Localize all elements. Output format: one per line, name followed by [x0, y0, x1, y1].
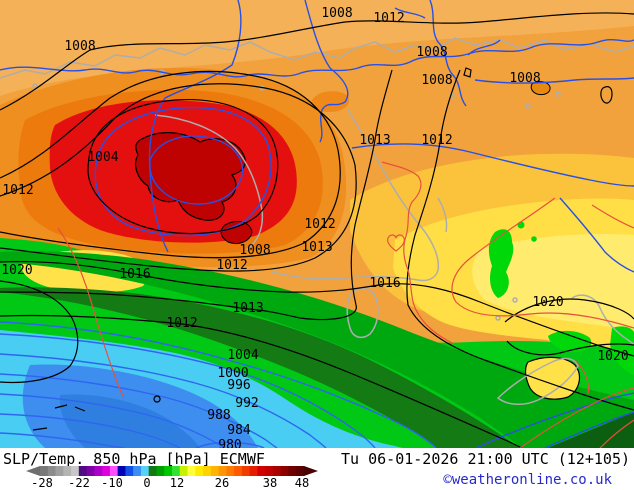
pressure-label: 1004: [87, 150, 118, 165]
pressure-label: 1013: [359, 133, 390, 148]
pressure-label: 1008: [64, 39, 95, 54]
pressure-label: 996: [227, 378, 250, 393]
isotherms-red: [57, 161, 634, 448]
colorbar-left-arrow: [26, 466, 40, 476]
colorbar-tick: 0: [143, 476, 150, 489]
forecast-datetime: Tu 06-01-2026 21:00 UTC (12+105): [341, 450, 630, 468]
pressure-label: 1013: [232, 301, 263, 316]
pressure-label: 1012: [304, 217, 335, 232]
pressure-label: 988: [207, 408, 230, 423]
pressure-label: 1004: [227, 348, 258, 363]
pressure-label: 1008: [416, 45, 447, 60]
pressure-label: 1012: [166, 316, 197, 331]
pressure-label: 1020: [532, 295, 563, 310]
colorbar-tick-labels: -28 -22 -10 0 12 26 38 48: [31, 476, 309, 489]
colorbar-tick: -28: [31, 476, 53, 489]
pressure-label: 992: [235, 396, 258, 411]
pressure-label: 1008: [321, 6, 352, 21]
pressure-label: 1012: [421, 133, 452, 148]
footer-bar: SLP/Temp. 850 hPa [hPa] ECMWF Tu 06-01-2…: [0, 448, 634, 490]
colorbar-right-arrow: [304, 466, 318, 476]
colorbar-tick: -22: [68, 476, 90, 489]
pressure-label: 1016: [369, 276, 400, 291]
product-title: SLP/Temp. 850 hPa [hPa] ECMWF: [3, 450, 265, 468]
pressure-label: 1008: [239, 243, 270, 258]
pressure-label: 984: [227, 423, 251, 438]
temperature-colorbar: -28 -22 -10 0 12 26 38 48: [26, 466, 318, 489]
colorbar-tick: 38: [263, 476, 277, 489]
pressure-label: 1008: [421, 73, 452, 88]
pressure-label: 1008: [509, 71, 540, 86]
pressure-label: 1012: [216, 258, 247, 273]
colorbar-tick: 26: [215, 476, 229, 489]
pressure-label: 1016: [119, 267, 150, 282]
isobars-black: [0, 12, 634, 448]
colorbar-tick: -10: [101, 476, 123, 489]
pressure-label: 1013: [301, 240, 332, 255]
pressure-label: 980: [218, 438, 241, 448]
pressure-label: 1012: [2, 183, 33, 198]
isobars-blue: [0, 0, 634, 448]
credit-watermark: ©weatheronline.co.uk: [443, 472, 612, 488]
pressure-label: 1020: [597, 349, 628, 364]
pressure-label: 1020: [1, 263, 32, 278]
colorbar-segments: [40, 466, 305, 476]
pressure-label: 1000: [217, 366, 248, 381]
colorbar-tick: 48: [295, 476, 309, 489]
pressure-label: 1012: [373, 11, 404, 26]
colorbar-tick: 12: [170, 476, 184, 489]
